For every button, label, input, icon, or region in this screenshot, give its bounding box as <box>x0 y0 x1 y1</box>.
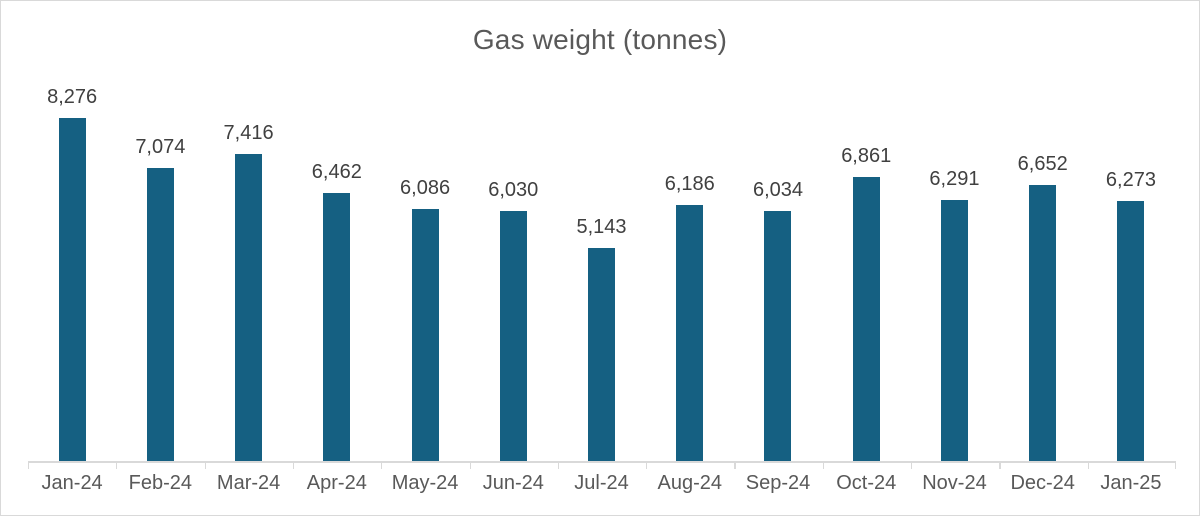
x-axis-label: May-24 <box>391 472 459 494</box>
x-axis-label: Jan-24 <box>41 472 103 494</box>
x-axis-line <box>28 461 1176 463</box>
chart-title: Gas weight (tonnes) <box>472 24 728 55</box>
x-axis-label: Nov-24 <box>922 472 987 494</box>
bar-value-label: 6,291 <box>929 168 980 191</box>
x-axis-tick <box>116 461 118 469</box>
x-axis-labels: Jan-24 Feb-24 Mar-24 Apr-24 May-24 Jun-24 Jul-… <box>28 472 1175 495</box>
bar <box>1029 185 1057 461</box>
x-axis-ticks <box>28 461 1176 469</box>
plot-area: 8,276 7,074 7,416 6,462 6,086 6,030 5,143 6,186… <box>28 85 1175 461</box>
bar-value-label: 5,143 <box>576 215 627 238</box>
x-axis-label: Jan-25 <box>1100 472 1162 494</box>
x-axis-label: Jul-24 <box>574 472 629 494</box>
bar <box>588 247 616 461</box>
bar-column: 7,074 <box>116 85 204 461</box>
bar-value-label: 6,034 <box>752 178 804 201</box>
bar <box>58 118 86 461</box>
bar-column: 6,186 <box>646 85 734 461</box>
x-axis-tick <box>1174 461 1176 469</box>
x-axis-tick <box>381 461 383 469</box>
x-axis-label: Sep-24 <box>745 472 811 494</box>
bar-value-label: 7,074 <box>135 135 186 158</box>
bar <box>146 167 174 461</box>
bar-value-label: 6,652 <box>1017 153 1068 176</box>
x-axis-tick <box>822 461 824 469</box>
x-axis-tick <box>734 461 736 469</box>
x-axis-label: Mar-24 <box>216 472 281 494</box>
x-axis-tick <box>28 461 30 469</box>
x-axis-tick <box>292 461 295 469</box>
bar-column: 8,276 <box>28 85 116 461</box>
bar <box>235 153 263 461</box>
bar-value-label: 6,186 <box>664 172 715 195</box>
bar <box>940 200 968 461</box>
bar-column: 6,034 <box>734 85 822 461</box>
bar-column: 6,462 <box>293 85 381 461</box>
bar-column: 6,086 <box>381 85 469 461</box>
x-axis-label: Oct-24 <box>836 472 897 494</box>
x-axis-tick <box>204 461 206 469</box>
bar-value-label: 6,462 <box>311 161 362 184</box>
bar <box>323 193 351 461</box>
x-axis-tick <box>999 461 1001 469</box>
bar-value-label: 8,276 <box>47 86 98 108</box>
x-axis-label: Aug-24 <box>657 472 723 494</box>
bar <box>499 211 527 461</box>
x-axis-tick <box>469 461 471 469</box>
x-axis-tick <box>646 461 648 469</box>
bar-value-label: 6,030 <box>488 179 539 202</box>
x-axis-label: Jun-24 <box>482 472 544 494</box>
x-axis-label: Apr-24 <box>306 472 367 494</box>
bar <box>852 176 880 461</box>
bar-value-label: 6,273 <box>1105 169 1156 191</box>
x-axis-label: Dec-24 <box>1010 472 1075 494</box>
bar <box>411 208 439 461</box>
bar-column: 5,143 <box>557 85 645 461</box>
x-axis-tick <box>911 461 913 469</box>
bar-column: 7,416 <box>204 85 292 461</box>
bar-column: 6,030 <box>469 85 557 461</box>
bar-column: 6,861 <box>822 85 910 461</box>
bar-value-label: 6,861 <box>841 144 892 167</box>
bar <box>676 204 704 461</box>
bar-column: 6,652 <box>999 85 1087 461</box>
bar <box>1117 201 1145 461</box>
bar-column: 6,273 <box>1087 85 1175 461</box>
bar-column: 6,291 <box>910 85 998 461</box>
x-axis-label: Feb-24 <box>128 472 193 494</box>
bar <box>764 210 792 461</box>
x-axis-tick <box>1087 461 1089 469</box>
x-axis-tick <box>557 461 560 469</box>
bar-value-label: 6,086 <box>400 176 451 199</box>
bar-value-label: 7,416 <box>223 121 274 144</box>
